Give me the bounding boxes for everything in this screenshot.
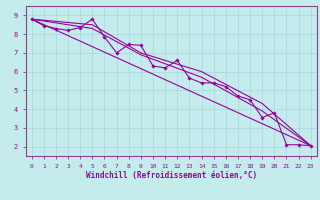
X-axis label: Windchill (Refroidissement éolien,°C): Windchill (Refroidissement éolien,°C) <box>86 171 257 180</box>
